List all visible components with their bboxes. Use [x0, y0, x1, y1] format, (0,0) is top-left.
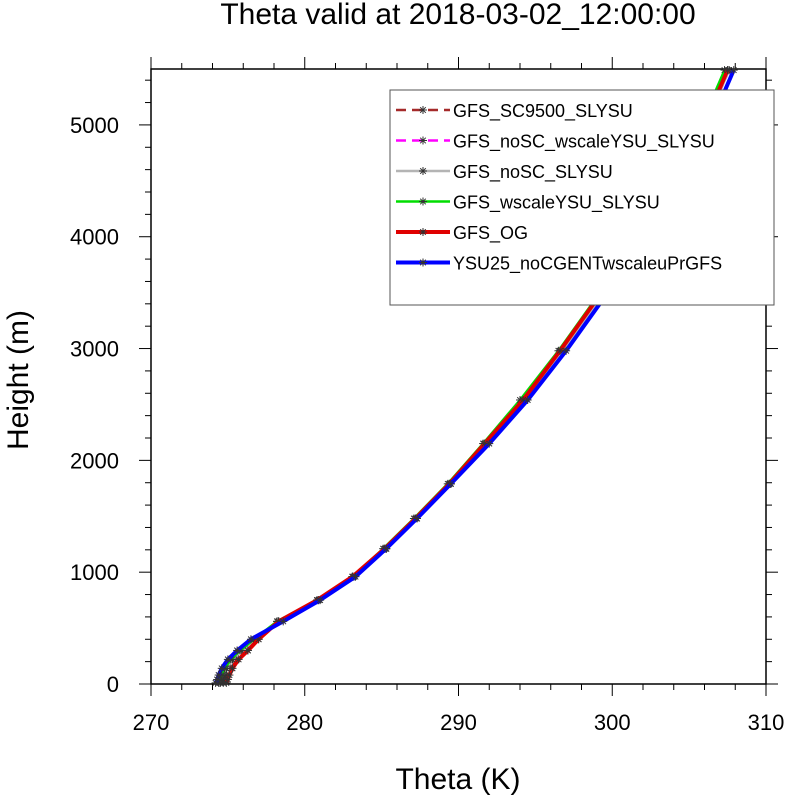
series-marker-stroke — [447, 480, 454, 487]
legend-label: YSU25_noCGENTwscaleuPrGFS — [453, 254, 722, 275]
legend-label: GFS_noSC_SLYSU — [453, 162, 613, 183]
x-tick-label: 270 — [133, 710, 170, 735]
y-tick-label: 2000 — [70, 448, 119, 473]
data-point — [225, 671, 234, 680]
data-point — [228, 664, 237, 673]
data-point — [523, 395, 532, 404]
series-marker-stroke — [235, 656, 242, 663]
series-marker-stroke — [247, 636, 255, 643]
data-point — [485, 439, 494, 448]
series-marker-stroke — [229, 665, 236, 672]
data-point — [351, 572, 360, 581]
series-marker-stroke — [280, 618, 287, 625]
data-point — [243, 646, 252, 655]
series-marker-stroke — [352, 573, 359, 580]
series-marker-stroke — [413, 515, 421, 522]
y-tick-label: 1000 — [70, 560, 119, 585]
series-marker-stroke — [233, 647, 241, 654]
plot-axes: 270 280 290 300 310 0 1000 2000 3000 4000 5000 — [70, 57, 784, 735]
series-marker-stroke — [524, 396, 531, 404]
series-marker-stroke — [419, 198, 427, 205]
data-point — [234, 655, 243, 664]
series-marker-stroke — [419, 259, 427, 266]
chart-title: Theta valid at 2018-03-02_12:00:00 — [220, 0, 695, 31]
series-marker-stroke — [255, 636, 262, 643]
data-point — [223, 675, 232, 684]
series-marker-stroke — [419, 106, 427, 114]
data-point — [217, 664, 226, 673]
data-point — [214, 671, 223, 680]
data-point — [382, 544, 391, 553]
y-tick-label: 4000 — [70, 225, 119, 250]
series-marker-stroke — [383, 545, 390, 552]
data-point — [254, 635, 263, 644]
x-tick-label: 290 — [440, 710, 477, 735]
series-marker-stroke — [224, 656, 232, 663]
x-axis-label: Theta (K) — [395, 763, 520, 796]
x-tick-label: 300 — [594, 710, 631, 735]
legend-entry: GFS_OG — [396, 223, 528, 244]
data-point — [446, 479, 455, 488]
data-point — [211, 678, 220, 687]
series-marker-stroke — [562, 347, 570, 354]
series-marker-stroke — [730, 66, 737, 74]
series-marker-stroke — [556, 347, 564, 354]
legend-entry: GFS_noSC_SLYSU — [396, 162, 613, 183]
legend-entry: GFS_SC9500_SLYSU — [396, 101, 633, 122]
series-marker-stroke — [419, 228, 427, 236]
legend: GFS_SC9500_SLYSU GFS_noSC_wscaleYSU_SLYSU… — [389, 89, 775, 306]
y-tick-label: 3000 — [70, 337, 119, 362]
x-tick-label: 280 — [286, 710, 323, 735]
data-point — [222, 678, 231, 687]
data-point — [233, 646, 242, 655]
x-tick-label: 310 — [748, 710, 785, 735]
series-marker-stroke — [486, 440, 493, 447]
legend-entry: YSU25_noCGENTwscaleuPrGFS — [396, 254, 722, 275]
series-marker-stroke — [419, 167, 427, 175]
data-point — [729, 66, 738, 75]
series-marker-stroke — [419, 137, 427, 144]
data-point — [246, 635, 255, 644]
data-point — [223, 655, 232, 664]
series-marker-stroke — [481, 440, 488, 447]
series-marker-stroke — [724, 66, 731, 74]
legend-label: GFS_noSC_wscaleYSU_SLYSU — [453, 132, 715, 153]
legend-entry: GFS_noSC_wscaleYSU_SLYSU — [396, 132, 715, 153]
series-marker-stroke — [316, 596, 324, 604]
legend-box — [389, 89, 775, 306]
y-axis-label: Height (m) — [2, 310, 35, 450]
series-marker-stroke — [218, 665, 225, 672]
series-marker-stroke — [215, 671, 222, 679]
series-marker-stroke — [519, 396, 527, 404]
series-marker-stroke — [226, 671, 233, 679]
series-marker-stroke — [244, 647, 252, 654]
data-point — [412, 514, 421, 523]
y-tick-label: 5000 — [70, 113, 119, 138]
data-point — [562, 346, 571, 355]
data-point — [279, 617, 288, 626]
legend-entry: GFS_wscaleYSU_SLYSU — [396, 193, 660, 214]
legend-label: GFS_wscaleYSU_SLYSU — [453, 193, 660, 214]
y-tick-label: 0 — [107, 672, 119, 697]
legend-label: GFS_OG — [453, 223, 528, 244]
legend-label: GFS_SC9500_SLYSU — [453, 101, 633, 122]
data-point — [316, 596, 325, 605]
